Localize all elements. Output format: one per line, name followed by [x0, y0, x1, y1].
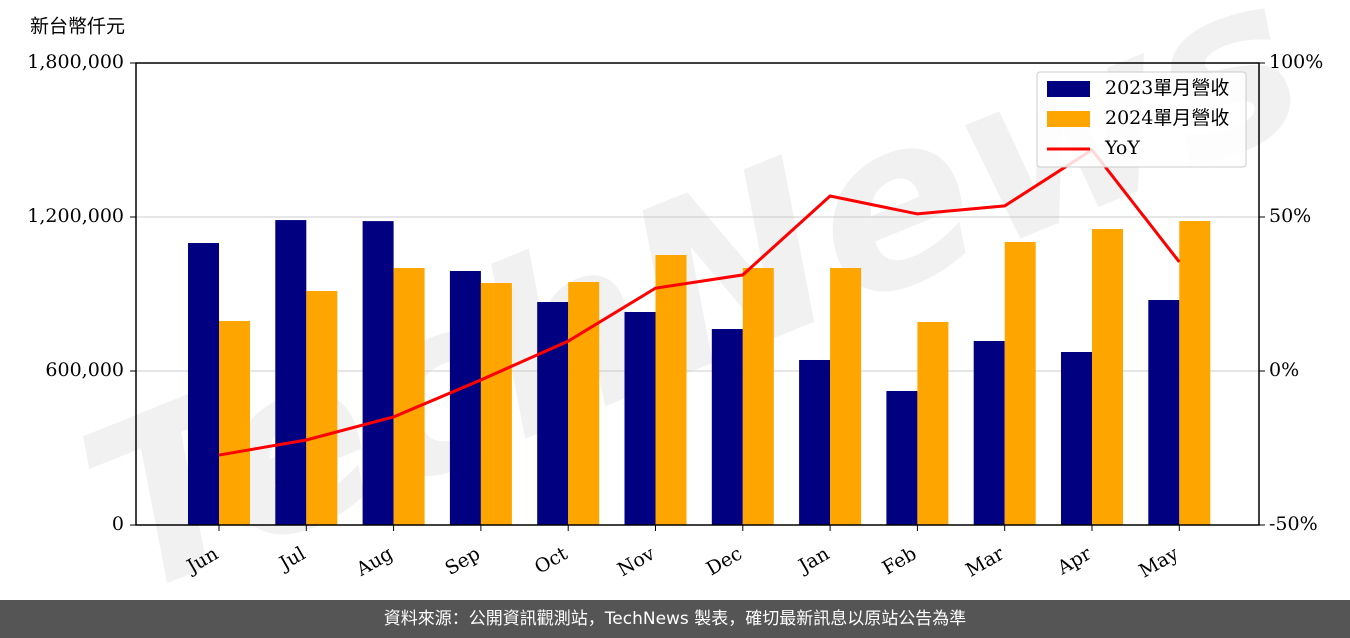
bar	[1179, 221, 1211, 525]
bar	[568, 282, 600, 525]
bar	[480, 283, 512, 525]
legend-label: YoY	[1104, 137, 1140, 159]
legend-label: 2023單月營收	[1105, 77, 1229, 99]
x-tick-label: Feb	[879, 543, 921, 580]
x-tick-label: Nov	[614, 542, 659, 581]
x-tick-label: Apr	[1053, 542, 1096, 579]
bar	[362, 221, 394, 525]
bar	[973, 340, 1005, 525]
legend-swatch	[1047, 81, 1090, 97]
x-tick-label: Dec	[703, 543, 746, 581]
bar	[711, 329, 743, 525]
bar	[886, 390, 918, 525]
bar	[449, 271, 481, 525]
bar	[742, 267, 774, 525]
bar	[624, 311, 656, 525]
y-tick-label: 0	[112, 513, 124, 535]
bar	[830, 267, 862, 525]
y-tick-label: 600,000	[45, 359, 124, 381]
bar	[1004, 241, 1036, 525]
bar	[1148, 300, 1180, 525]
x-tick-label: Mar	[962, 542, 1008, 581]
bar	[188, 243, 219, 525]
bar	[275, 220, 307, 525]
y2-tick-label: 100%	[1269, 51, 1323, 73]
y2-tick-label: 0%	[1269, 359, 1299, 381]
bar	[1092, 229, 1123, 525]
bar	[917, 322, 949, 525]
footer-source: 資料來源：公開資訊觀測站，TechNews 製表，確切最新訊息以原站公告為準	[0, 600, 1350, 638]
bar	[393, 267, 425, 525]
x-tick-label: May	[1135, 542, 1182, 582]
legend-swatch	[1047, 111, 1090, 127]
x-tick-label: Sep	[441, 543, 484, 580]
y-tick-label: 1,200,000	[27, 205, 124, 227]
plot-frame	[135, 62, 1260, 526]
bar	[1061, 352, 1092, 525]
x-tick-label: Jan	[793, 543, 833, 579]
x-tick-label: Oct	[531, 542, 572, 578]
bar	[799, 359, 831, 525]
y2-tick-label: -50%	[1269, 513, 1318, 535]
chart: 新台幣仟元 TechNews0600,0001,200,0001,800,000…	[27, 0, 1338, 638]
legend-label: 2024單月營收	[1105, 107, 1229, 129]
y-tick-label: 1,800,000	[27, 51, 124, 73]
bar	[537, 302, 569, 525]
y-axis-unit: 新台幣仟元	[30, 16, 125, 38]
bar	[306, 290, 338, 525]
line	[218, 147, 1181, 457]
y2-tick-label: 50%	[1269, 205, 1311, 227]
bar	[655, 255, 687, 525]
bar	[219, 321, 250, 525]
